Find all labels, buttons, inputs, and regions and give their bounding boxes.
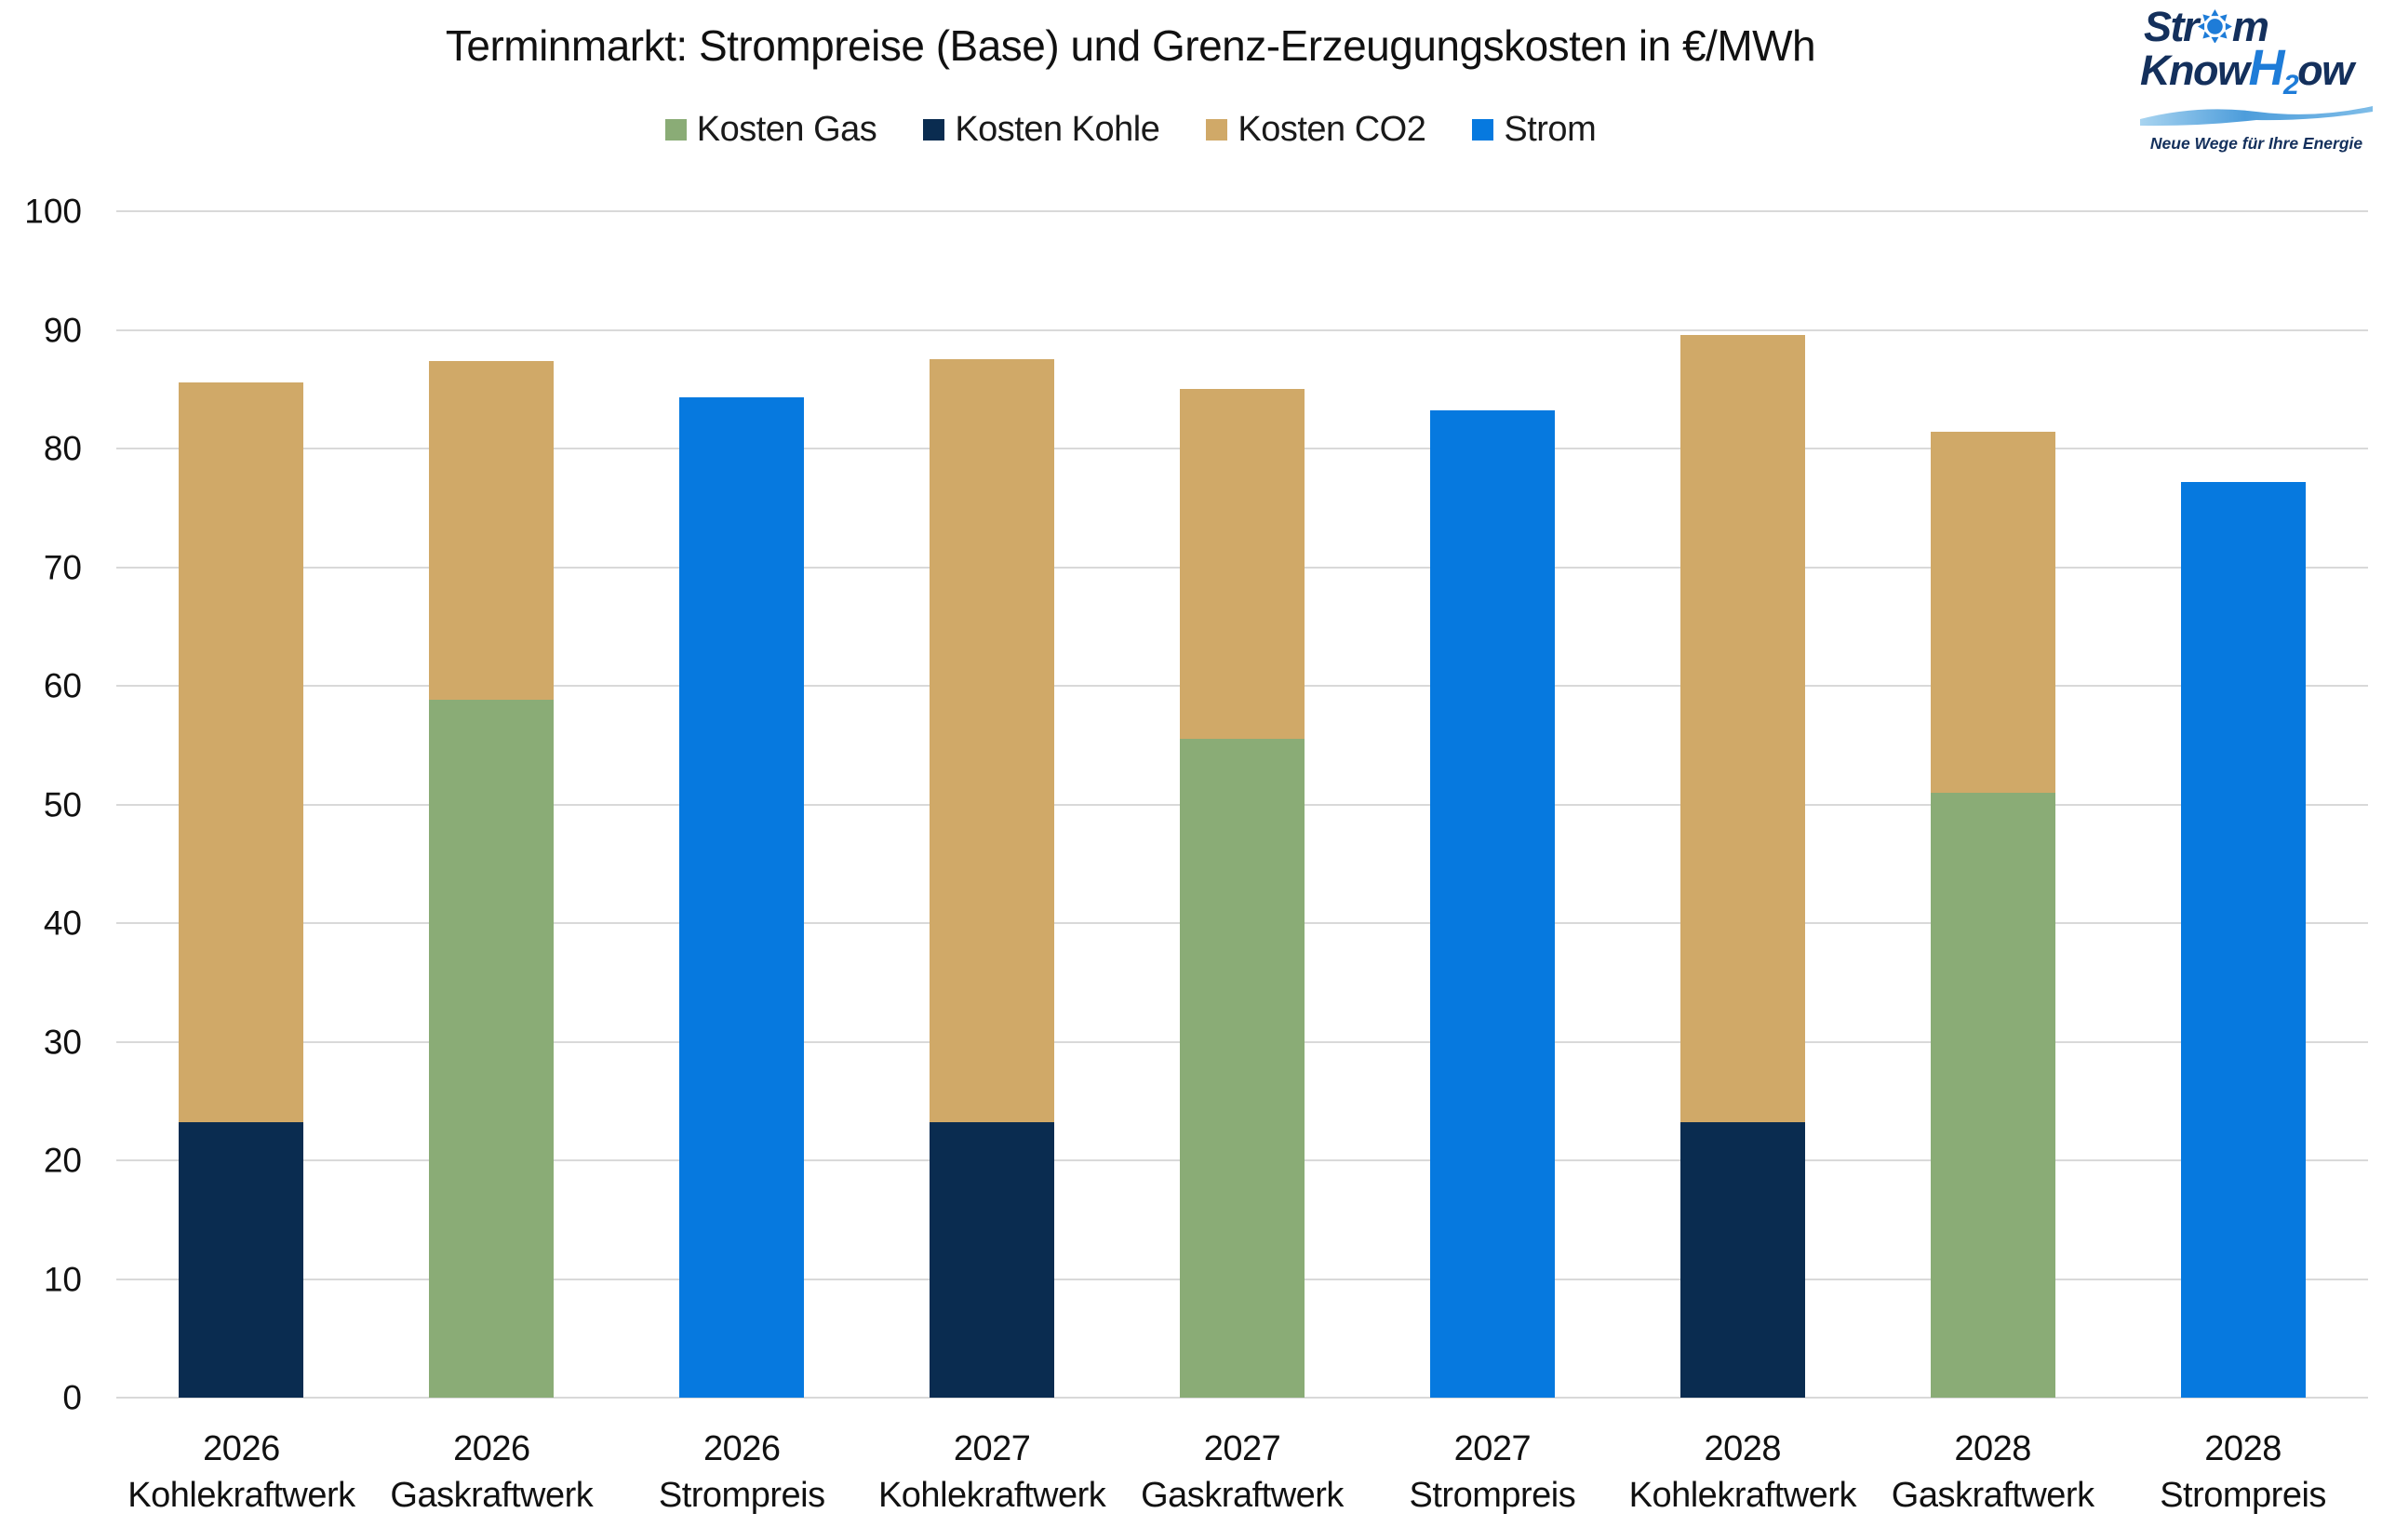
bar-slot-2026-gaskraftwerk xyxy=(367,211,617,1398)
sun-icon xyxy=(2198,8,2232,44)
legend-item: Kosten Kohle xyxy=(923,110,1160,150)
stacked-bar xyxy=(1679,211,1805,1398)
y-tick-label: 20 xyxy=(43,1141,82,1180)
logo-tagline: Neue Wege für Ihre Energie xyxy=(2149,133,2363,153)
x-tick-plant: Kohlekraftwerk xyxy=(877,1476,1106,1516)
x-tick-year: 2026 xyxy=(703,1429,781,1468)
x-tick-plant: Gaskraftwerk xyxy=(1141,1476,1344,1516)
x-tick-label: 2027 Strompreis xyxy=(1367,1426,1617,1519)
x-tick-label: 2028 Kohlekraftwerk xyxy=(1617,1426,1867,1519)
stacked-bar xyxy=(1429,211,1555,1398)
bar-slot-2028-strompreis xyxy=(2118,211,2368,1398)
logo-text-knowhow: KnowH2ow xyxy=(2140,40,2354,101)
x-axis-labels: 2026 Kohlekraftwerk 2026 Gaskraftwerk 2026 St… xyxy=(116,1426,2368,1519)
x-tick-year: 2027 xyxy=(1203,1429,1281,1468)
x-tick-plant: Strompreis xyxy=(1409,1476,1576,1516)
y-tick-label: 60 xyxy=(43,666,82,705)
y-tick-label: 10 xyxy=(43,1260,82,1298)
bar-slot-2027-gaskraftwerk xyxy=(1117,211,1368,1398)
bars-container xyxy=(116,211,2368,1398)
bar-segment-kosten-gas xyxy=(1180,739,1305,1398)
x-tick-year: 2027 xyxy=(953,1429,1031,1468)
wave-swoosh-icon xyxy=(2140,105,2373,127)
bar-slot-2027-kohlekraftwerk xyxy=(867,211,1117,1398)
stacked-bar xyxy=(930,211,1055,1398)
y-tick-label: 80 xyxy=(43,429,82,468)
plot-area xyxy=(116,210,2368,1399)
chart-legend: Kosten Gas Kosten Kohle Kosten CO2 Strom xyxy=(0,110,2261,150)
bar-segment-kosten-co2 xyxy=(1930,432,2055,793)
bar-segment-strom xyxy=(679,397,805,1398)
bar-slot-2026-strompreis xyxy=(617,211,867,1398)
y-axis-labels: 0 10 20 30 40 50 60 70 80 90 100 xyxy=(0,194,82,1415)
x-tick-year: 2027 xyxy=(1453,1429,1532,1468)
x-tick-year: 2028 xyxy=(2204,1429,2282,1468)
bar-segment-kosten-co2 xyxy=(1180,389,1305,740)
bar-slot-2028-kohlekraftwerk xyxy=(1617,211,1867,1398)
y-tick-label: 30 xyxy=(43,1023,82,1061)
x-tick-label: 2028 Strompreis xyxy=(2118,1426,2368,1519)
gridline xyxy=(116,1397,2368,1399)
legend-item: Kosten Gas xyxy=(664,110,877,150)
bar-segment-strom xyxy=(1429,410,1555,1398)
bar-segment-kosten-kohle xyxy=(179,1122,304,1398)
bar-segment-kosten-co2 xyxy=(930,359,1055,1123)
stacked-bar xyxy=(1930,211,2055,1398)
bar-segment-strom xyxy=(2180,481,2306,1398)
x-tick-year: 2028 xyxy=(1954,1429,2031,1468)
y-tick-label: 70 xyxy=(43,548,82,586)
x-tick-label: 2026 Strompreis xyxy=(617,1426,867,1519)
x-tick-label: 2027 Gaskraftwerk xyxy=(1117,1426,1368,1519)
x-tick-year: 2026 xyxy=(453,1429,530,1468)
y-tick-label: 0 xyxy=(62,1378,82,1417)
bar-segment-kosten-gas xyxy=(429,700,555,1398)
stacked-bar xyxy=(679,211,805,1398)
x-tick-year: 2026 xyxy=(203,1429,280,1468)
y-tick-label: 90 xyxy=(43,311,82,349)
x-tick-label: 2026 Gaskraftwerk xyxy=(367,1426,617,1519)
x-tick-label: 2026 Kohlekraftwerk xyxy=(116,1426,367,1519)
x-tick-label: 2028 Gaskraftwerk xyxy=(1867,1426,2118,1519)
stacked-bar xyxy=(179,211,304,1398)
legend-item: Strom xyxy=(1472,110,1597,150)
stromknowhow-logo: Str m KnowH2ow xyxy=(2140,3,2373,153)
legend-swatch-icon xyxy=(1472,119,1494,141)
gridline xyxy=(116,210,2368,212)
x-tick-plant: Kohlekraftwerk xyxy=(127,1476,355,1516)
x-tick-plant: Strompreis xyxy=(658,1476,825,1516)
y-tick-label: 40 xyxy=(43,904,82,943)
legend-label: Strom xyxy=(1504,110,1597,149)
x-tick-plant: Strompreis xyxy=(2160,1476,2326,1516)
x-tick-plant: Gaskraftwerk xyxy=(1891,1476,2094,1516)
bar-slot-2027-strompreis xyxy=(1367,211,1617,1398)
legend-label: Kosten CO2 xyxy=(1238,110,1426,149)
bar-slot-2028-gaskraftwerk xyxy=(1867,211,2118,1398)
x-tick-year: 2028 xyxy=(1704,1429,1782,1468)
legend-label: Kosten Gas xyxy=(696,110,877,149)
legend-swatch-icon xyxy=(664,119,687,141)
bar-segment-kosten-co2 xyxy=(179,382,304,1123)
bar-segment-kosten-kohle xyxy=(930,1122,1055,1398)
legend-swatch-icon xyxy=(1206,119,1228,141)
stacked-bar xyxy=(1180,211,1305,1398)
legend-item: Kosten CO2 xyxy=(1206,110,1426,150)
bar-segment-kosten-kohle xyxy=(1679,1122,1805,1398)
stacked-bar xyxy=(429,211,555,1398)
y-tick-label: 50 xyxy=(43,785,82,824)
stacked-bar xyxy=(2180,211,2306,1398)
x-tick-label: 2027 Kohlekraftwerk xyxy=(867,1426,1117,1519)
bar-slot-2026-kohlekraftwerk xyxy=(116,211,367,1398)
gridline xyxy=(116,328,2368,331)
legend-swatch-icon xyxy=(923,119,945,141)
bar-segment-kosten-gas xyxy=(1930,792,2055,1398)
y-tick-label: 100 xyxy=(24,192,82,231)
bar-segment-kosten-co2 xyxy=(1679,334,1805,1123)
legend-label: Kosten Kohle xyxy=(955,110,1160,149)
bar-segment-kosten-co2 xyxy=(429,360,555,701)
x-tick-plant: Gaskraftwerk xyxy=(390,1476,594,1516)
chart-title: Terminmarkt: Strompreise (Base) und Gren… xyxy=(445,21,1816,70)
logo-text-strom: Str m xyxy=(2144,3,2269,50)
x-tick-plant: Kohlekraftwerk xyxy=(1628,1476,1857,1516)
